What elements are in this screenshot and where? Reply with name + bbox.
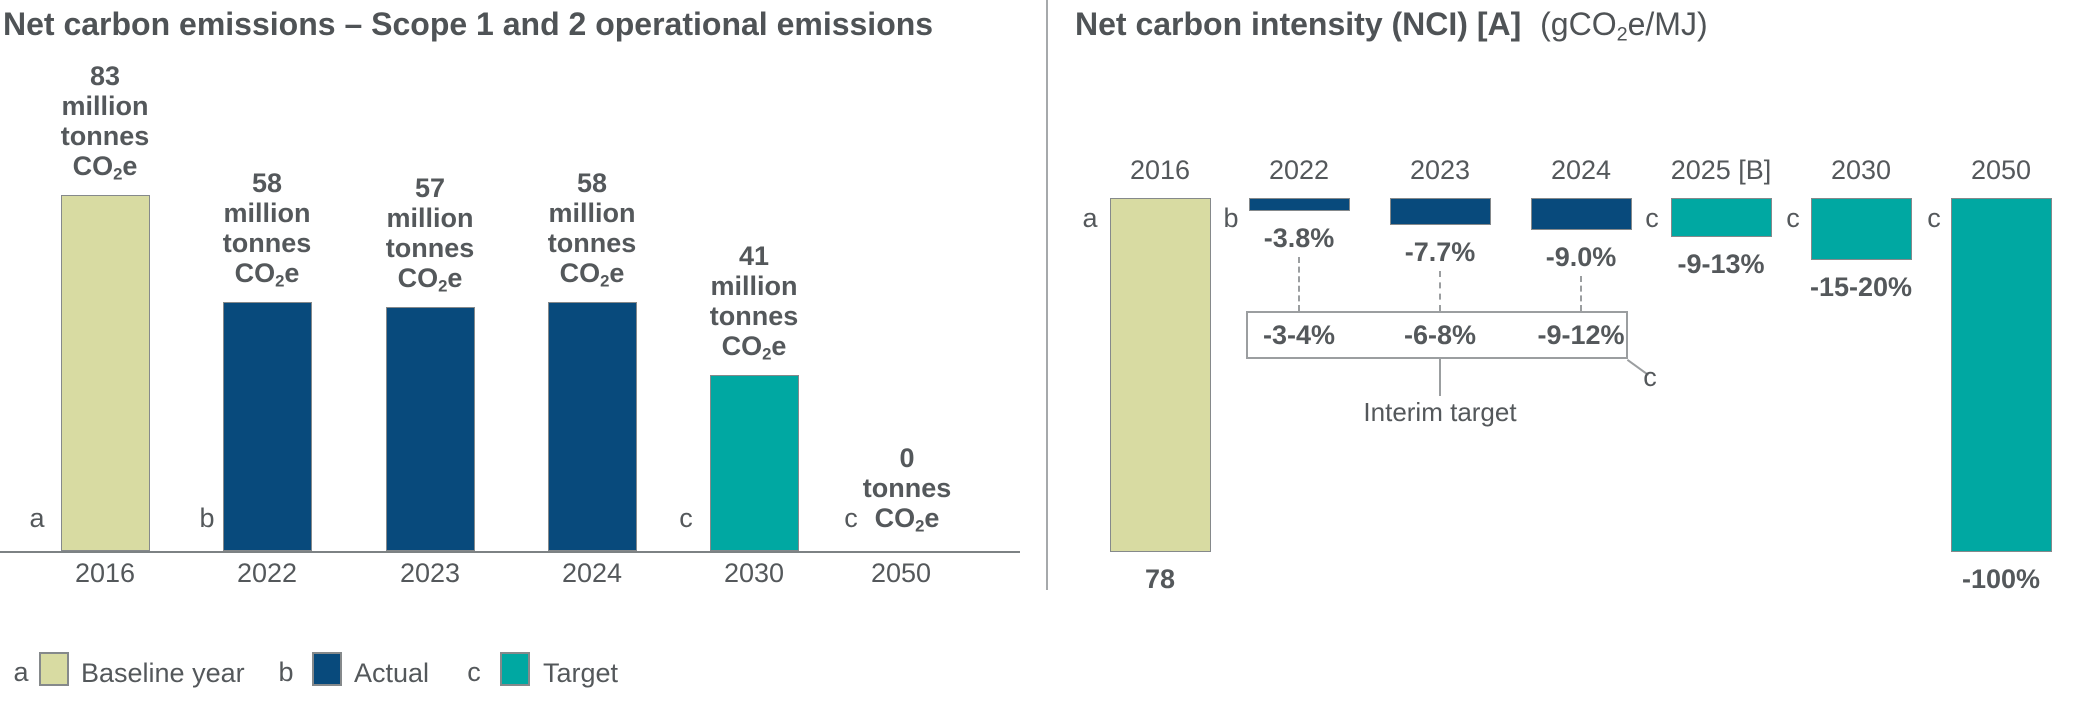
- series-letter-c-2025 [B]: c: [1645, 203, 1659, 233]
- bar-2024: [1531, 198, 1632, 230]
- year-label-2050: 2050: [870, 558, 932, 588]
- year-label-2024: 2024: [1550, 155, 1612, 185]
- series-letter-c-2030: c: [679, 503, 693, 533]
- series-letter-a-2016: a: [29, 503, 45, 533]
- interim-target-value-2022: -3-4%: [1262, 320, 1336, 350]
- year-label-2030: 2030: [723, 558, 785, 588]
- bar-2025 [B]: [1671, 198, 1772, 237]
- bar-2050: [1951, 198, 2052, 552]
- dash-connector-2023: [1439, 271, 1441, 311]
- legend-label-target: Target: [543, 658, 619, 688]
- value-label-2024: -9.0%: [1545, 242, 1617, 272]
- series-letter-b-2022: b: [199, 503, 215, 533]
- year-label-2025 [B]: 2025 [B]: [1670, 155, 1772, 185]
- legend-letter-b: b: [278, 657, 294, 687]
- value-label-2025 [B]: -9-13%: [1677, 249, 1765, 279]
- value-label-2023: -7.7%: [1404, 237, 1476, 267]
- year-label-2022: 2022: [1268, 155, 1330, 185]
- bar-2023: [386, 307, 475, 551]
- legend-swatch-baseline: [39, 652, 69, 686]
- interim-target-value-2023: -6-8%: [1403, 320, 1477, 350]
- legend-label-actual: Actual: [354, 658, 430, 688]
- bar-2024: [548, 302, 637, 551]
- series-letter-c-2050: c: [844, 503, 858, 533]
- emissions-chart-title: Net carbon emissions – Scope 1 and 2 ope…: [3, 6, 934, 42]
- value-label-2022: -3.8%: [1263, 223, 1335, 253]
- bar-2016: [61, 195, 150, 551]
- legend-letter-c: c: [467, 657, 481, 687]
- year-label-2016: 2016: [74, 558, 136, 588]
- interim-target-caption: Interim target: [1363, 397, 1517, 427]
- legend-letter-a: a: [13, 657, 29, 687]
- legend-swatch-target: [500, 652, 530, 686]
- year-label-2050: 2050: [1970, 155, 2032, 185]
- series-letter-c-2050: c: [1927, 203, 1941, 233]
- bar-2030: [710, 375, 799, 551]
- value-label-2030: 41 million tonnes CO2e: [709, 241, 799, 364]
- value-label-2050: 0 tonnes CO2e: [862, 443, 952, 536]
- nci-chart-title-main: Net carbon intensity (NCI) [A]: [1075, 6, 1522, 42]
- interim-target-box: [1246, 311, 1628, 359]
- value-label-2030: -15-20%: [1809, 272, 1913, 302]
- series-letter-a-2016: a: [1082, 203, 1098, 233]
- year-label-2022: 2022: [236, 558, 298, 588]
- dash-connector-2022: [1298, 257, 1300, 311]
- dash-connector-2024: [1580, 276, 1582, 311]
- panel-divider: [1046, 0, 1048, 590]
- value-label-2050: -100%: [1961, 564, 2041, 594]
- nci-chart-title-unit: (gCO2e/MJ): [1531, 6, 1708, 46]
- year-label-2023: 2023: [399, 558, 461, 588]
- value-label-2024: 58 million tonnes CO2e: [547, 168, 637, 291]
- year-label-2024: 2024: [561, 558, 623, 588]
- interim-target-value-2024: -9-12%: [1537, 320, 1625, 350]
- series-letter-c-2030: c: [1786, 203, 1800, 233]
- year-label-2016: 2016: [1129, 155, 1191, 185]
- bar-2023: [1390, 198, 1491, 225]
- value-label-2016: 83 million tonnes CO2e: [60, 61, 150, 184]
- value-label-2016: 78: [1144, 564, 1176, 594]
- bar-2022: [223, 302, 312, 551]
- year-label-2030: 2030: [1830, 155, 1892, 185]
- nci-chart-title: Net carbon intensity (NCI) [A] (gCO2e/MJ…: [1075, 6, 1708, 46]
- year-label-2023: 2023: [1409, 155, 1471, 185]
- x-axis-line: [0, 551, 1020, 553]
- legend-label-baseline: Baseline year: [81, 658, 245, 688]
- bar-2030: [1811, 198, 1912, 260]
- series-letter-b-2022: b: [1223, 203, 1239, 233]
- value-label-2022: 58 million tonnes CO2e: [222, 168, 312, 291]
- legend-swatch-actual: [312, 652, 342, 686]
- bar-2016: [1110, 198, 1211, 552]
- bar-2022: [1249, 198, 1350, 211]
- interim-callout-letter: c: [1643, 362, 1657, 392]
- interim-caption-line: [1439, 359, 1441, 396]
- value-label-2023: 57 million tonnes CO2e: [385, 173, 475, 296]
